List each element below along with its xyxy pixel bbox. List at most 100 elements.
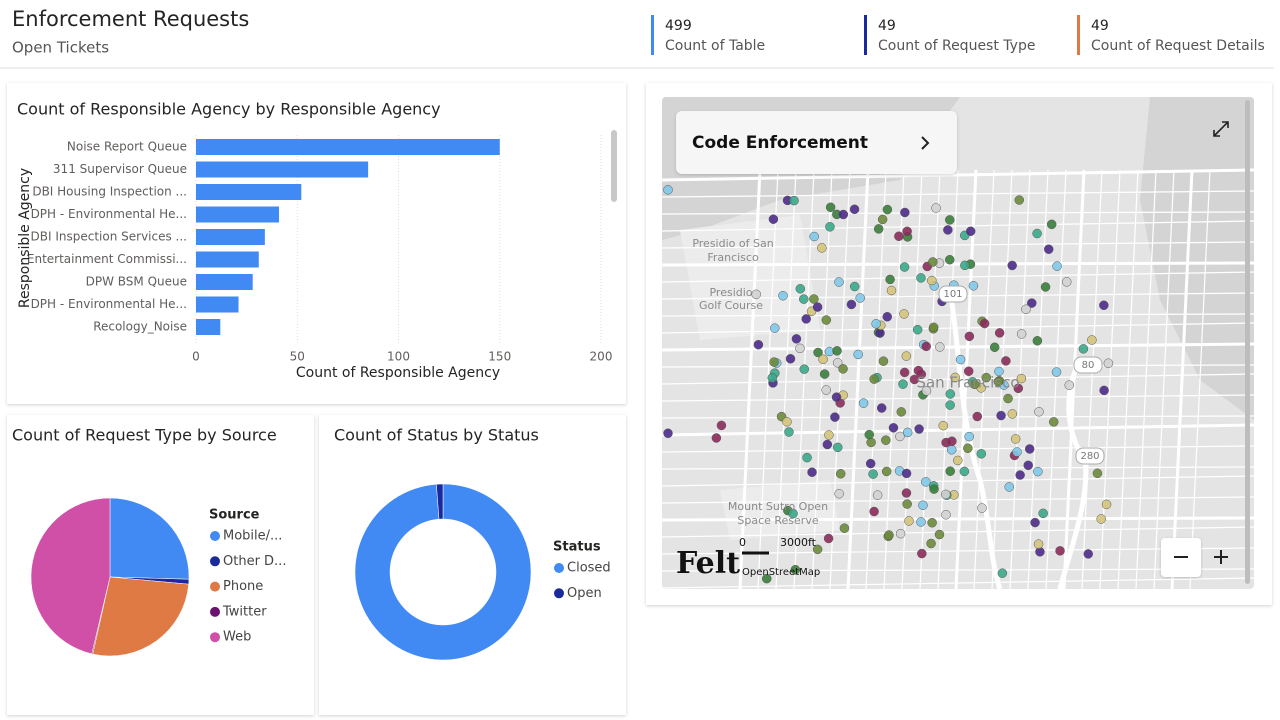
map-point[interactable] [944, 254, 955, 265]
map-point[interactable] [882, 312, 893, 322]
map-point[interactable] [928, 322, 939, 333]
map-point[interactable] [1096, 514, 1106, 524]
map-point[interactable] [997, 568, 1008, 578]
map-point[interactable] [784, 427, 794, 437]
map-point[interactable] [869, 374, 879, 384]
map-point[interactable] [834, 277, 844, 287]
map-point[interactable] [1052, 261, 1062, 271]
map-point[interactable] [876, 403, 887, 413]
map-point[interactable] [947, 436, 957, 446]
map-point[interactable] [1014, 195, 1025, 205]
map-point[interactable] [1103, 358, 1114, 368]
bar[interactable] [196, 251, 259, 268]
map-point[interactable] [881, 435, 891, 445]
map-point[interactable] [1013, 383, 1024, 394]
map-point[interactable] [1064, 380, 1075, 390]
map-point[interactable] [993, 376, 1003, 387]
map-point[interactable] [873, 224, 884, 234]
map-point[interactable] [809, 294, 819, 304]
map-point[interactable] [901, 468, 912, 479]
map-point[interactable] [1034, 406, 1044, 417]
map-point[interactable] [822, 439, 833, 450]
map-point[interactable] [1032, 336, 1043, 346]
map-point[interactable] [900, 207, 910, 218]
map-point[interactable] [849, 281, 860, 292]
map-point[interactable] [825, 222, 835, 232]
map-point[interactable] [964, 331, 975, 342]
map-point[interactable] [812, 302, 823, 312]
map-point[interactable] [950, 372, 960, 383]
map-point[interactable] [886, 285, 897, 296]
bar[interactable] [196, 184, 302, 200]
map-point[interactable] [1099, 385, 1109, 396]
map-point[interactable] [899, 309, 909, 319]
bar[interactable] [196, 274, 253, 290]
map-point[interactable] [964, 431, 974, 442]
map-point[interactable] [902, 427, 913, 438]
map-point[interactable] [940, 489, 951, 500]
map-point[interactable] [968, 281, 979, 291]
map-point[interactable] [663, 428, 673, 439]
map-point[interactable] [761, 573, 772, 584]
bar[interactable] [196, 296, 239, 313]
map-point[interactable] [767, 373, 778, 383]
map-point[interactable] [926, 538, 936, 549]
map-point[interactable] [977, 503, 987, 513]
map-point[interactable] [778, 290, 788, 301]
map-point[interactable] [823, 533, 834, 544]
bar[interactable] [196, 139, 500, 155]
map-point[interactable] [825, 202, 836, 213]
map-point[interactable] [788, 508, 798, 519]
map-point[interactable] [955, 354, 966, 365]
map-point[interactable] [801, 314, 811, 324]
map-point[interactable] [832, 346, 842, 356]
map-point[interactable] [1032, 228, 1042, 239]
map-point[interactable] [899, 367, 910, 378]
map-point[interactable] [914, 424, 924, 434]
map-point[interactable] [881, 466, 892, 477]
map-point[interactable] [989, 342, 1000, 352]
map-point[interactable] [819, 369, 830, 379]
zoom-in-icon[interactable] [1214, 550, 1228, 564]
map-point[interactable] [976, 449, 987, 459]
map-point[interactable] [835, 469, 846, 479]
map-point[interactable] [824, 430, 834, 440]
map-point[interactable] [866, 437, 876, 448]
map-point[interactable] [832, 358, 843, 368]
map-point[interactable] [839, 523, 850, 533]
map-point[interactable] [1038, 508, 1048, 519]
map-point[interactable] [1007, 260, 1017, 271]
map-point[interactable] [791, 334, 802, 344]
map-point[interactable] [963, 366, 974, 376]
map-point[interactable] [1101, 499, 1112, 510]
map-point[interactable] [969, 379, 980, 390]
map-point[interactable] [864, 429, 875, 440]
map-point[interactable] [809, 231, 819, 242]
map-point[interactable] [1040, 282, 1051, 292]
map-point[interactable] [833, 442, 843, 453]
map-point[interactable] [917, 548, 927, 559]
map-point[interactable] [789, 195, 799, 206]
map-point[interactable] [1003, 393, 1013, 404]
map-point[interactable] [1001, 356, 1011, 366]
map-point[interactable] [1043, 244, 1054, 254]
map-card-chevron[interactable] [921, 136, 930, 150]
map-point[interactable] [912, 324, 923, 335]
map-point[interactable] [1033, 539, 1044, 549]
map-point[interactable] [921, 477, 931, 487]
map-point[interactable] [1030, 517, 1040, 528]
map-point[interactable] [885, 274, 895, 285]
map-point[interactable] [807, 467, 817, 477]
map-point[interactable] [965, 226, 976, 237]
bar[interactable] [196, 319, 221, 335]
map-point[interactable] [795, 284, 806, 294]
map-point[interactable] [838, 209, 849, 220]
map-point[interactable] [872, 490, 883, 500]
map-point[interactable] [921, 386, 932, 396]
map-point[interactable] [1083, 549, 1093, 559]
map-point[interactable] [901, 488, 912, 498]
map-point[interactable] [916, 517, 926, 527]
map-point[interactable] [834, 488, 844, 499]
map-point[interactable] [821, 385, 831, 395]
map-point[interactable] [1016, 329, 1027, 339]
